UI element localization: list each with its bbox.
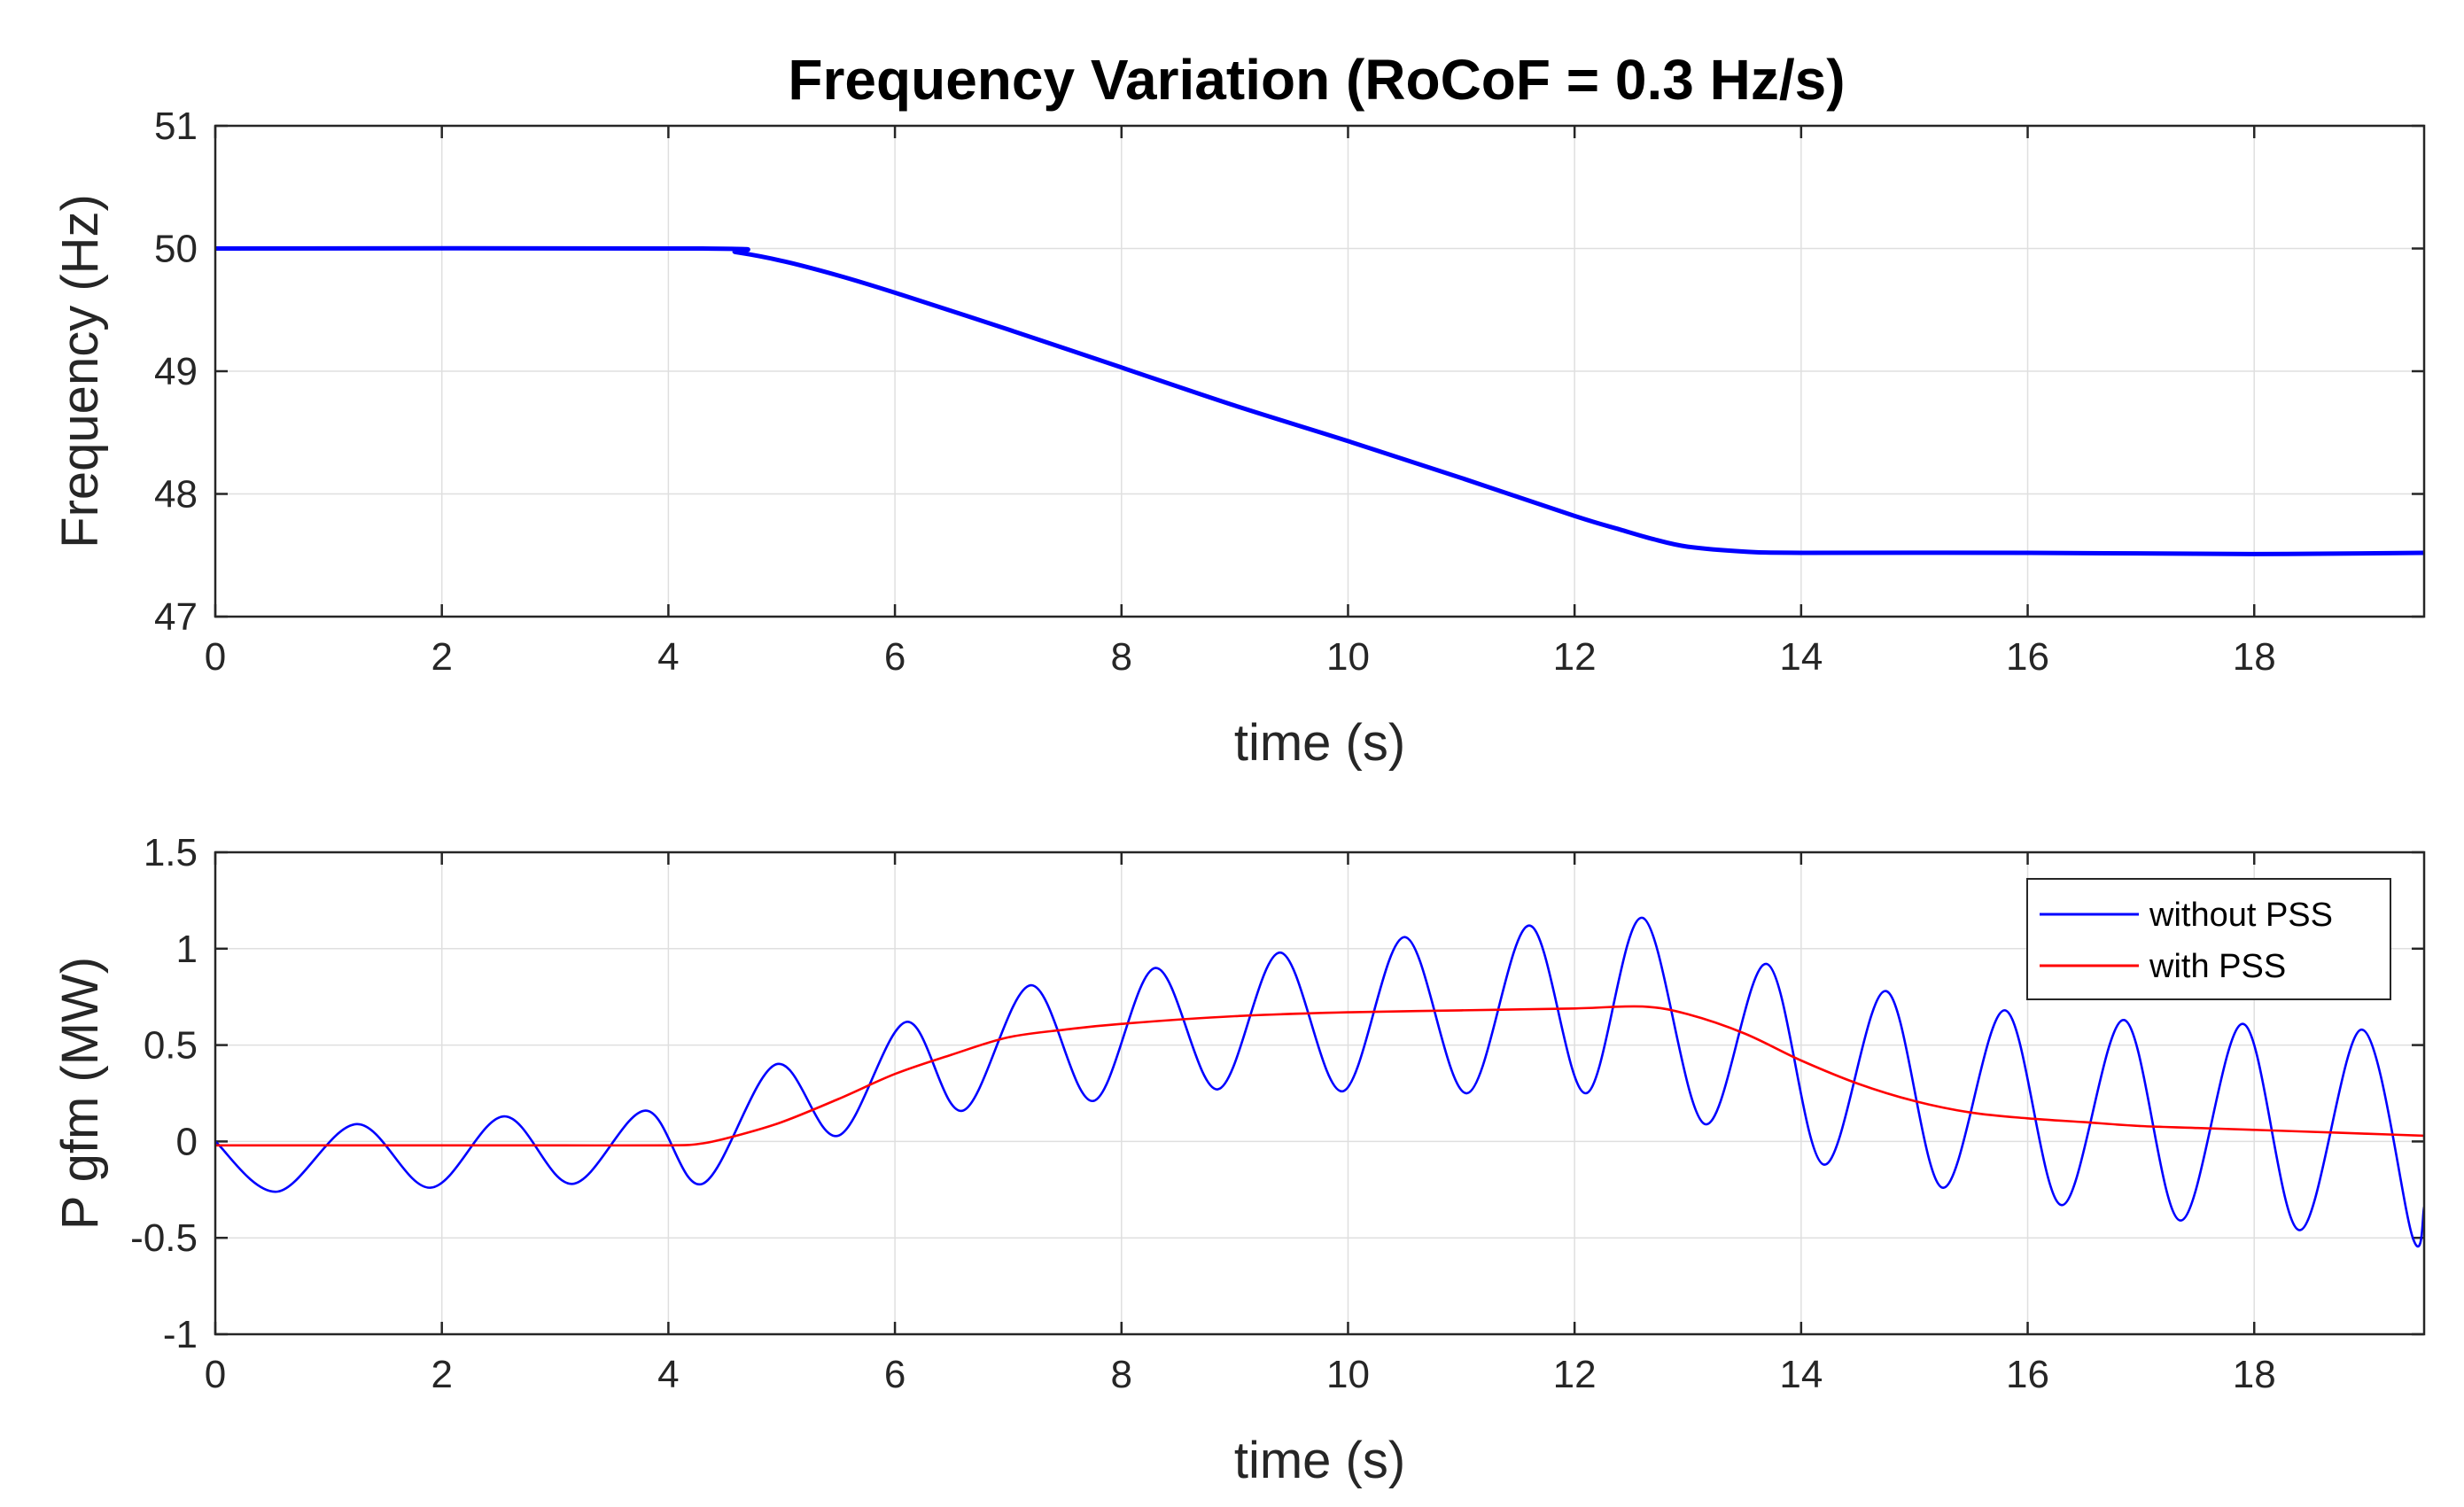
x-tick-label: 2 bbox=[431, 635, 452, 679]
x-tick-label: 16 bbox=[2006, 635, 2049, 679]
y-tick-label: 1.5 bbox=[144, 831, 198, 874]
y-tick-label: 47 bbox=[154, 595, 198, 639]
axes-box bbox=[214, 124, 2426, 618]
legend: without PSS with PSS bbox=[2026, 878, 2391, 1000]
series-line-frequency bbox=[215, 245, 2424, 556]
y-tick-label: 0.5 bbox=[144, 1024, 198, 1068]
x-tick-label: 8 bbox=[1111, 635, 1132, 679]
power-plot: 0 2 4 6 8 10 12 14 16 18 -1 -0.5 0 0.5 1 1.5 time (s) P g… bbox=[51, 831, 2426, 1489]
chart-title: Frequency Variation (RoCoF = 0.3 Hz/s) bbox=[788, 48, 1845, 112]
x-tick-label: 8 bbox=[1111, 1353, 1132, 1396]
legend-entry: with PSS bbox=[2149, 948, 2286, 985]
series-line-with-pss bbox=[215, 1005, 2424, 1147]
axes-box bbox=[214, 851, 2426, 1336]
y-tick-label: -1 bbox=[163, 1313, 198, 1356]
y-tick-label: 51 bbox=[154, 105, 198, 148]
y-axis-label: P gfm (MW) bbox=[51, 957, 109, 1230]
x-tick-label: 18 bbox=[2233, 635, 2276, 679]
series-line-without-pss bbox=[215, 916, 2424, 1248]
y-tick-label: 1 bbox=[176, 928, 198, 971]
x-axis-label: time (s) bbox=[1234, 1432, 1405, 1489]
frequency-plot: 0 2 4 6 8 10 12 14 16 18 47 48 49 50 51 time (s) Frequen… bbox=[51, 105, 2426, 772]
x-tick-label: 4 bbox=[657, 1353, 679, 1396]
x-tick-label: 4 bbox=[657, 635, 679, 679]
y-tick-label: 48 bbox=[154, 473, 198, 517]
x-tick-label: 12 bbox=[1553, 1353, 1597, 1396]
y-tick-label: 49 bbox=[154, 350, 198, 393]
x-tick-label: 0 bbox=[205, 1353, 226, 1396]
y-tick-label: -0.5 bbox=[130, 1216, 198, 1260]
x-tick-label: 14 bbox=[1779, 1353, 1823, 1396]
legend-entry: without PSS bbox=[2149, 897, 2333, 934]
y-tick-label: 0 bbox=[176, 1120, 198, 1163]
x-axis-label: time (s) bbox=[1234, 714, 1405, 772]
x-tick-label: 0 bbox=[205, 635, 226, 679]
y-tick-label: 50 bbox=[154, 228, 198, 271]
y-axis-label: Frequency (Hz) bbox=[51, 194, 109, 548]
x-tick-label: 14 bbox=[1779, 635, 1823, 679]
x-tick-label: 6 bbox=[884, 1353, 906, 1396]
x-tick-label: 6 bbox=[884, 635, 906, 679]
x-tick-label: 10 bbox=[1326, 1353, 1370, 1396]
x-tick-label: 10 bbox=[1326, 635, 1370, 679]
legend-box bbox=[2026, 878, 2391, 1000]
x-tick-label: 12 bbox=[1553, 635, 1597, 679]
x-tick-label: 2 bbox=[431, 1353, 452, 1396]
x-tick-label: 16 bbox=[2006, 1353, 2049, 1396]
x-tick-label: 18 bbox=[2233, 1353, 2276, 1396]
